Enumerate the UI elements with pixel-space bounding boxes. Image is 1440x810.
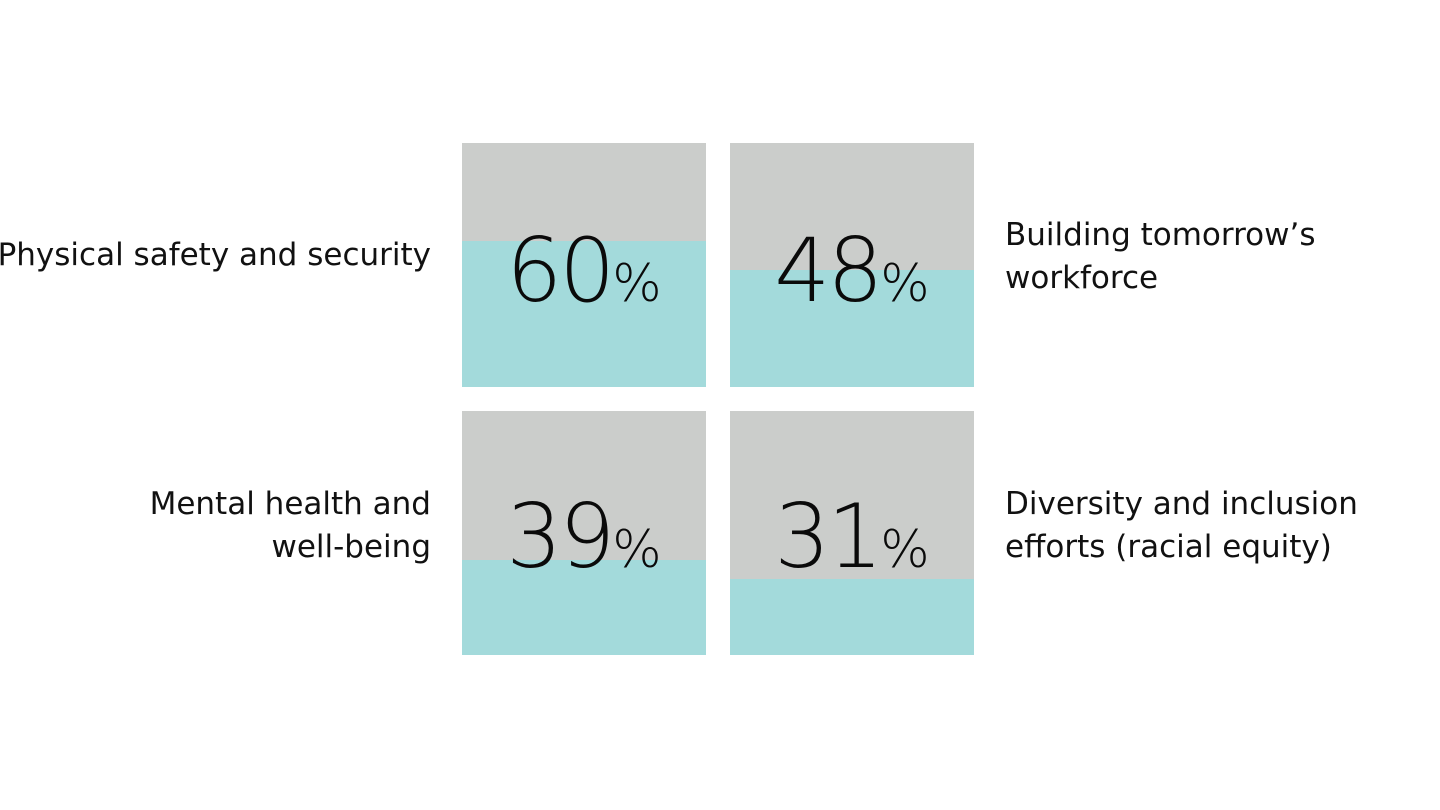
tile-value: 48% [730, 219, 974, 322]
value-unit: % [612, 520, 662, 580]
tile-diversity-inclusion: 31% [730, 411, 974, 655]
value-number: 39 [506, 485, 615, 588]
label-building-workforce: Building tomorrow’s workforce [1005, 214, 1315, 300]
value-unit: % [880, 520, 930, 580]
value-unit: % [612, 254, 662, 314]
tile-fill-bar [462, 560, 706, 655]
tile-physical-safety: 60% [462, 143, 706, 387]
tile-building-workforce: 48% [730, 143, 974, 387]
value-number: 60 [506, 219, 615, 322]
label-diversity-inclusion: Diversity and inclusion efforts (racial … [1005, 483, 1358, 569]
label-line: well-being [271, 529, 431, 565]
label-line: Building tomorrow’s [1005, 217, 1316, 253]
value-unit: % [880, 254, 930, 314]
tile-mental-health: 39% [462, 411, 706, 655]
label-mental-health: Mental health and well-being [150, 483, 431, 569]
value-number: 48 [774, 219, 883, 322]
label-line: Physical safety and security [0, 237, 431, 273]
tile-fill-bar [730, 270, 974, 387]
label-line: workforce [1005, 260, 1159, 296]
tile-fill-bar [730, 579, 974, 655]
label-line: Diversity and inclusion [1005, 486, 1358, 522]
tile-fill-bar [462, 241, 706, 387]
label-physical-safety: Physical safety and security [0, 234, 431, 277]
label-line: efforts (racial equity) [1005, 529, 1332, 565]
value-number: 31 [774, 485, 883, 588]
tile-value: 39% [462, 485, 706, 588]
tile-value: 31% [730, 485, 974, 588]
tile-value: 60% [462, 219, 706, 322]
label-line: Mental health and [149, 486, 431, 522]
